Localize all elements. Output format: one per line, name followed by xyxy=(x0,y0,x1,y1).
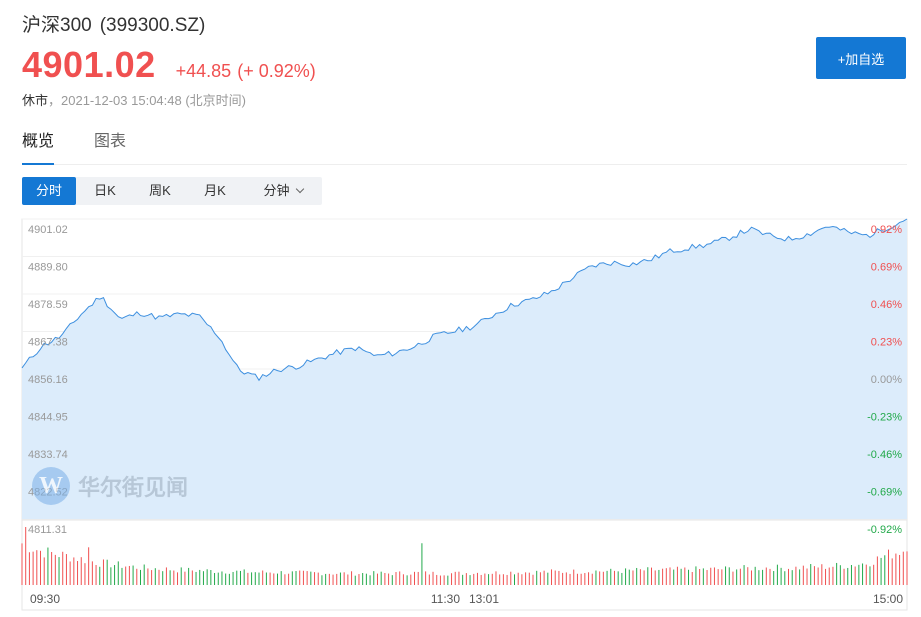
y-tick-label: 4889.80 xyxy=(28,262,68,274)
x-tick-label: 15:00 xyxy=(873,592,903,606)
pct-tick-label: 0.92% xyxy=(871,224,902,236)
price-row: 4901.02 +44.85 (+ 0.92%) xyxy=(22,44,316,86)
add-to-watchlist-button[interactable]: +加自选 xyxy=(816,37,906,79)
pct-tick-label: 0.00% xyxy=(871,374,902,386)
period-intraday[interactable]: 分时 xyxy=(22,177,76,205)
y-tick-label: 4867.38 xyxy=(28,337,68,349)
y-tick-label: 4878.59 xyxy=(28,299,68,311)
pct-tick-label: -0.69% xyxy=(867,487,902,499)
period-monthly-k[interactable]: 月K xyxy=(204,183,226,198)
price-change: +44.85 (+ 0.92%) xyxy=(176,61,316,82)
price-area xyxy=(22,219,907,519)
last-price: 4901.02 xyxy=(22,44,156,85)
y-tick-label: 4844.95 xyxy=(28,412,68,424)
index-name: 沪深300 xyxy=(22,15,92,36)
y-tick-label: 4811.31 xyxy=(28,524,67,536)
pct-tick-label: -0.46% xyxy=(867,449,902,461)
y-tick-label: 4856.16 xyxy=(28,374,68,386)
pct-tick-label: -0.92% xyxy=(867,524,902,536)
pct-tick-label: 0.69% xyxy=(871,262,902,274)
tab-charts[interactable]: 图表 xyxy=(94,133,127,150)
period-minute-label: 分钟 xyxy=(263,183,290,198)
period-selector: 分时 日K 周K 月K 分钟 xyxy=(22,177,322,205)
pct-tick-label: 0.46% xyxy=(871,299,902,311)
price-line xyxy=(21,218,908,382)
period-minute-dropdown[interactable]: 分钟 xyxy=(244,177,322,205)
market-status-row: 休市，2021-12-03 15:04:48 (北京时间) xyxy=(22,90,246,109)
stock-title: 沪深300 (399300.SZ) xyxy=(22,10,205,37)
tab-overview[interactable]: 概览 xyxy=(22,132,55,165)
x-tick-label: 11:30 xyxy=(431,592,460,606)
x-tick-label: 09:30 xyxy=(30,592,60,606)
market-status: 休市 xyxy=(22,93,49,108)
y-tick-label: 4822.52 xyxy=(28,487,68,499)
pct-tick-label: -0.23% xyxy=(867,412,902,424)
pct-tick-label: 0.23% xyxy=(871,337,902,349)
update-timestamp: ，2021-12-03 15:04:48 (北京时间) xyxy=(48,93,246,108)
change-percent: (+ 0.92%) xyxy=(237,61,316,81)
y-tick-label: 4901.02 xyxy=(28,224,68,236)
change-value: +44.85 xyxy=(175,61,232,81)
index-code: (399300.SZ) xyxy=(99,15,206,36)
tab-bar: 概览 图表 xyxy=(22,132,907,165)
period-weekly-k[interactable]: 周K xyxy=(149,183,171,198)
x-tick-label: 13:01 xyxy=(469,592,499,606)
period-daily-k[interactable]: 日K xyxy=(94,183,116,198)
y-tick-label: 4833.74 xyxy=(28,449,68,461)
